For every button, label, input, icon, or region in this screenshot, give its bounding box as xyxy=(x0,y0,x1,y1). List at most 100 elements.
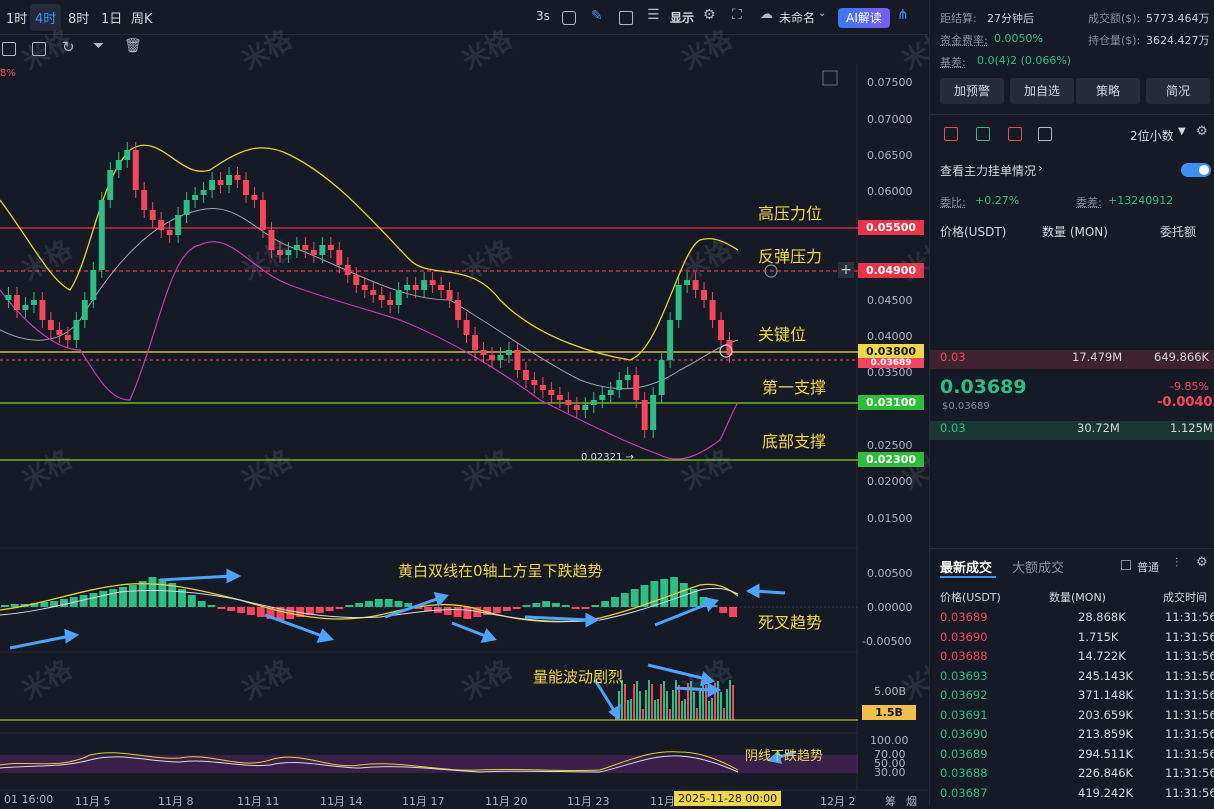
timeframe-8h[interactable]: 8时 xyxy=(68,12,90,27)
orderbook-asks-icon[interactable] xyxy=(1008,127,1022,141)
refresh-icon[interactable]: ↻ xyxy=(62,38,75,56)
trade-header-qty[interactable]: 数量(MON) xyxy=(1049,591,1106,604)
candle-body xyxy=(455,300,462,320)
filter-icon[interactable]: ⏷ xyxy=(93,38,105,54)
trades-settings-icon[interactable]: ⚙ xyxy=(1196,555,1208,570)
timeframe-1w[interactable]: 周K xyxy=(131,12,153,27)
x-tick: 11月 8 xyxy=(158,795,194,808)
fullscreen-icon[interactable]: ⛶ xyxy=(732,7,742,23)
macd-bar xyxy=(296,607,305,617)
y-tick: 0.02500 xyxy=(867,439,913,452)
caret-down-icon[interactable]: ▼ xyxy=(1178,126,1186,137)
candle-body xyxy=(47,320,54,330)
macd-bar xyxy=(178,589,186,607)
macd-bar xyxy=(60,599,68,607)
normal-label: 普通 xyxy=(1137,561,1159,574)
macd-bar xyxy=(79,595,88,607)
ob-header-qty[interactable]: 数量 (MON) xyxy=(1042,225,1108,239)
template-icon[interactable] xyxy=(32,42,46,56)
volume-bar xyxy=(636,681,638,720)
x-tick: 11月 11 xyxy=(237,795,280,808)
y-tick: 0.04000 xyxy=(867,330,913,343)
volume-bar xyxy=(708,701,710,720)
tab-latest-trades[interactable]: 最新成交 xyxy=(940,561,993,576)
pen-icon[interactable]: ✎ xyxy=(591,8,603,24)
bid-row[interactable]: 0.03 30.72M 1.125M xyxy=(930,421,1214,440)
candlestick-chart[interactable] xyxy=(0,0,928,805)
tab-large-trades[interactable]: 大额成交 xyxy=(1012,561,1065,576)
macd-bar xyxy=(89,593,98,607)
macd-bar xyxy=(552,603,560,607)
share-icon[interactable]: ⋔ xyxy=(897,7,909,23)
normal-checkbox[interactable] xyxy=(1121,560,1131,570)
trade-qty: 28.868K xyxy=(1078,610,1126,624)
orderbook-both-icon[interactable] xyxy=(944,127,958,141)
note-support1: 第一支撑 xyxy=(762,378,827,397)
volume-tick: 5.00B xyxy=(874,685,907,698)
trade-row: 0.03689 28.868K 11:31:56 xyxy=(930,610,1214,629)
decimals-select[interactable]: 2位小数 xyxy=(1130,129,1174,143)
ai-interpret-button[interactable]: AI解读 xyxy=(838,8,890,28)
big-orders-toggle[interactable] xyxy=(1181,163,1211,177)
ask-row[interactable]: 0.03 17.479M 649.866K xyxy=(930,350,1214,369)
volume-bar xyxy=(717,681,719,720)
trash-icon[interactable]: 🗑 xyxy=(124,38,142,54)
candle-body xyxy=(166,230,173,235)
candle-body xyxy=(132,150,139,190)
menu-icon[interactable]: ☰ xyxy=(647,7,660,23)
macd-bar xyxy=(266,607,275,619)
candle-body xyxy=(293,245,300,250)
candle-body xyxy=(5,295,12,300)
big-orders-link[interactable]: 查看主力挂单情况 xyxy=(940,164,1037,178)
add-alert-icon[interactable]: + xyxy=(838,262,854,278)
overview-button[interactable]: 简况 xyxy=(1146,78,1210,104)
add-watchlist-button[interactable]: 加自选 xyxy=(1010,78,1074,104)
market-panel: 距结算: 27分钟后 成交额($): 5773.464万 资金费率: 0.005… xyxy=(929,0,1214,805)
gear-icon[interactable]: ⚙ xyxy=(703,7,716,23)
volume-bar xyxy=(672,690,674,720)
y-tick: 0.04500 xyxy=(867,294,913,307)
basis-label[interactable]: 基差: xyxy=(940,56,966,69)
orderbook-bids-icon[interactable] xyxy=(976,127,990,141)
timeframe-1d[interactable]: 1日 xyxy=(101,12,123,27)
macd-bar xyxy=(473,607,482,617)
candle-body xyxy=(497,355,504,360)
display-button[interactable]: 显示 xyxy=(670,11,695,25)
ob-header-amount[interactable]: 委托额 xyxy=(1160,225,1197,239)
candle-body xyxy=(226,175,233,185)
trade-row: 0.03692 371.148K 11:31:56 xyxy=(930,688,1214,707)
add-alert-button[interactable]: 加预警 xyxy=(940,78,1004,104)
timeframe-4h[interactable]: 4时 xyxy=(30,4,62,31)
indicator-icon[interactable] xyxy=(2,42,16,56)
funding-label[interactable]: 资金费率: xyxy=(940,34,988,47)
volume-bar xyxy=(693,692,695,720)
bid-amount: 1.125M xyxy=(1170,421,1213,435)
strategy-button[interactable]: 策略 xyxy=(1076,78,1140,104)
trade-row: 0.03691 203.659K 11:31:56 xyxy=(930,708,1214,727)
candle-body xyxy=(378,295,385,300)
orderbook-layout-icon[interactable] xyxy=(1038,127,1052,141)
trade-time: 11:31:56 xyxy=(1165,649,1214,663)
candle-body xyxy=(302,245,309,250)
macd-bar xyxy=(128,585,137,607)
macd-bar xyxy=(502,607,511,611)
key-level-marker xyxy=(719,344,733,358)
candle-body xyxy=(684,280,691,285)
chevron-down-icon[interactable]: ⌄ xyxy=(818,8,827,19)
trade-row: 0.03688 226.846K 11:31:56 xyxy=(930,766,1214,785)
interval-select[interactable]: 3s xyxy=(536,9,550,23)
layout-name[interactable]: 未命名 xyxy=(779,11,816,25)
candle-body xyxy=(472,335,479,350)
camera-icon[interactable] xyxy=(562,11,576,25)
candle-body xyxy=(259,200,266,230)
settings-icon[interactable]: ⚙ xyxy=(1196,124,1208,139)
layout-icon[interactable] xyxy=(619,11,633,25)
trade-time: 11:31:56 xyxy=(1165,668,1214,683)
trade-time: 11:31:56 xyxy=(1165,746,1214,761)
volume-bar xyxy=(651,684,653,720)
filter-lines-icon[interactable]: ⫶ xyxy=(1175,556,1179,571)
macd-tick: 0.00500 xyxy=(867,567,913,580)
macd-bar xyxy=(1,605,9,607)
x-tick: 11月 5 xyxy=(75,795,111,808)
timeframe-1h[interactable]: 1时 xyxy=(6,12,28,27)
